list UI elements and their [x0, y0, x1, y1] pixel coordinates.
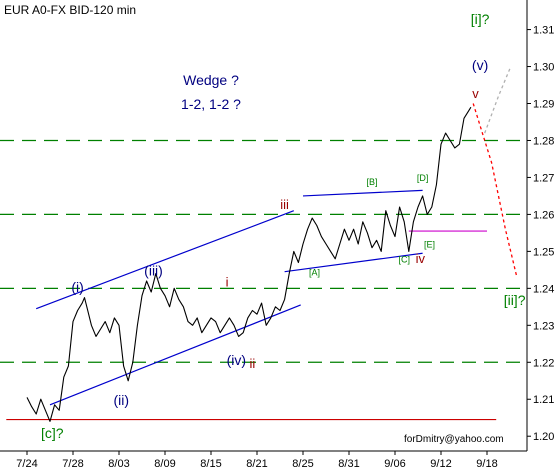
annotation-w-i: (i)	[71, 279, 83, 295]
y-tick-label: 1.21	[533, 394, 554, 406]
annotation-wave-count-q: 1-2, 1-2 ?	[181, 96, 241, 112]
annotation-w-small-v: v	[472, 86, 479, 101]
y-tick-label: 1.28	[533, 135, 554, 147]
forecast-grey-path	[484, 68, 511, 134]
x-tick-label: 7/24	[16, 458, 37, 470]
annotation-w-small-iii: iii	[280, 197, 289, 212]
y-tick-label: 1.24	[533, 283, 554, 295]
x-tick-label: 8/15	[200, 458, 221, 470]
x-tick-label: 8/31	[338, 458, 359, 470]
price-layer	[26, 106, 472, 422]
y-tick-label: 1.25	[533, 246, 554, 258]
x-tick-label: 9/06	[384, 458, 405, 470]
y-tick-label: 1.31	[533, 25, 554, 37]
trendline	[35, 210, 295, 310]
watermark: forDmitry@yahoo.com	[404, 434, 504, 445]
x-tick-label: 9/12	[430, 458, 451, 470]
trendline	[302, 189, 423, 197]
lines-layer	[6, 68, 518, 421]
annotation-w-iii: (iii)	[144, 262, 163, 278]
annotation-wedge-q: Wedge ?	[183, 72, 239, 88]
annotation-w-small-ii: ii	[250, 356, 256, 371]
annotation-w-v: (v)	[472, 57, 488, 73]
y-tick-label: 1.20	[533, 431, 554, 443]
x-tick-label: 9/18	[476, 458, 497, 470]
annotation-w-B: [B]	[366, 177, 377, 187]
annotation-w-c-bottom: [c]?	[41, 425, 64, 441]
annotation-w-C: [C]	[398, 254, 410, 264]
x-tick-label: 8/09	[154, 458, 175, 470]
plot-area	[0, 0, 527, 451]
y-tick-label: 1.30	[533, 62, 554, 74]
annotation-w-E: [E]	[424, 240, 435, 250]
x-axis-ticks: 7/24 7/28 8/03 8/09 8/15 8/21 8/25 8/31 9/06 9/12…	[16, 451, 498, 470]
y-tick-label: 1.26	[533, 209, 554, 221]
x-tick-label: 8/03	[108, 458, 129, 470]
y-axis-ticks: 1.31 1.30 1.29 1.28 1.27 1.26 1.25 1.24 1.23 1.22…	[527, 25, 554, 443]
y-tick-label: 1.23	[533, 320, 554, 332]
price-series-line	[26, 106, 472, 422]
annotation-layer: (i)(iii)(ii)(iv)(v)[c]?[i]?[ii]?iiiiiiiv…	[41, 11, 526, 441]
annotation-w-ii-bracket: [ii]?	[504, 292, 526, 308]
annotation-w-small-iv: iv	[416, 251, 426, 266]
trendline	[284, 252, 423, 273]
x-tick-label: 7/28	[62, 458, 83, 470]
x-tick-label: 8/21	[246, 458, 267, 470]
annotation-w-A: [A]	[309, 267, 320, 277]
trendline	[49, 304, 301, 406]
annotation-w-iv: (iv)	[227, 352, 246, 368]
y-tick-label: 1.29	[533, 99, 554, 111]
forecast-red-path	[472, 103, 518, 278]
y-tick-label: 1.27	[533, 172, 554, 184]
annotation-w-ii: (ii)	[114, 392, 130, 408]
y-tick-label: 1.22	[533, 357, 554, 369]
chart-title: EUR A0-FX BID-120 min	[4, 3, 136, 17]
annotation-w-small-i: i	[226, 274, 229, 289]
annotation-w-D: [D]	[417, 173, 429, 183]
annotation-w-i-bracket: [i]?	[471, 11, 490, 27]
x-tick-label: 8/25	[292, 458, 313, 470]
